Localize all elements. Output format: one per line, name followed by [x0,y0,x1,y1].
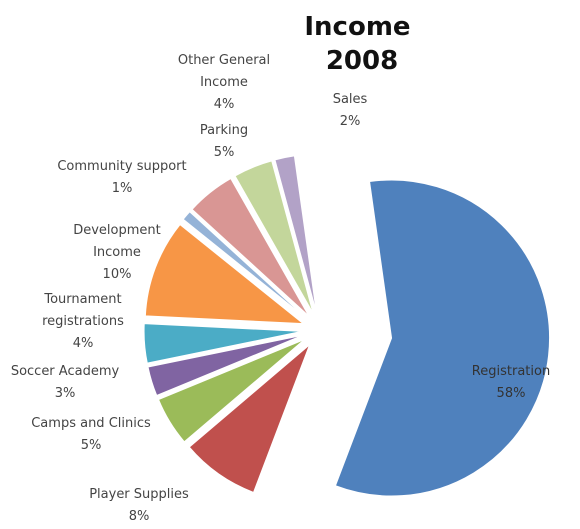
slice-percent: 3% [55,386,76,401]
slice-name-line: Soccer Academy [11,364,120,379]
slice-name-line: Tournament [43,292,121,307]
slice-label-other-general-income: Other General Income 4% [178,53,270,112]
slice-label-parking: Parking 5% [200,123,248,160]
slice-label-community-support: Community support 1% [57,159,186,196]
pie-slice-player-supplies [188,344,311,494]
slice-name-line: Sales [333,92,368,107]
slice-label-sales: Sales 2% [333,92,368,129]
chart-title: Income 2008 [304,12,419,76]
slice-label-soccer-academy: Soccer Academy 3% [11,364,120,401]
pie-slice-other-general-income [234,160,314,314]
slice-label-camps-and-clinics: Camps and Clinics 5% [31,416,151,453]
pie-slice-registration [334,179,551,497]
pie-slice-parking [191,177,310,317]
pie-slice-camps-and-clinics [157,338,305,443]
slice-percent: 4% [73,336,94,351]
pie-slice-sales [274,155,317,313]
slice-label-tournament-registrations: Tournament registrations 4% [42,292,124,351]
slice-percent: 8% [129,509,150,524]
slice-percent: 2% [340,114,361,129]
slice-label-player-supplies: Player Supplies 8% [89,487,189,524]
slice-label-development-income: Development Income 10% [73,223,161,282]
slice-percent: 4% [214,97,235,112]
pie-slice-development-income [144,223,305,325]
slice-name-line: registrations [42,314,124,329]
slice-name-line: Development [73,223,161,238]
slice-name-line: Parking [200,123,248,138]
pie-slice-community-support [182,211,307,319]
slice-name-line: Camps and Clinics [31,416,151,431]
slice-label-registration: Registration 58% [472,364,550,401]
slice-percent: 5% [81,438,102,453]
slice-percent: 10% [103,267,132,282]
chart-title-line-2: 2008 [326,46,398,76]
slice-name-line: Registration [472,364,550,379]
slice-percent: 5% [214,145,235,160]
slice-name-line: Income [200,75,248,90]
pie-slice-soccer-academy [147,334,303,397]
pie-slices [143,155,551,497]
slice-name-line: Community support [57,159,186,174]
slice-percent: 58% [497,386,526,401]
slice-labels: Registration 58% Player Supplies 8% Camps an… [11,53,550,524]
slice-percent: 1% [112,181,133,196]
slice-name-line: Income [93,245,141,260]
pie-slice-tournament-registrations [143,323,303,364]
slice-name-line: Player Supplies [89,487,189,502]
slice-name-line: Other General [178,53,270,68]
chart-title-line-1: Income [304,12,410,42]
